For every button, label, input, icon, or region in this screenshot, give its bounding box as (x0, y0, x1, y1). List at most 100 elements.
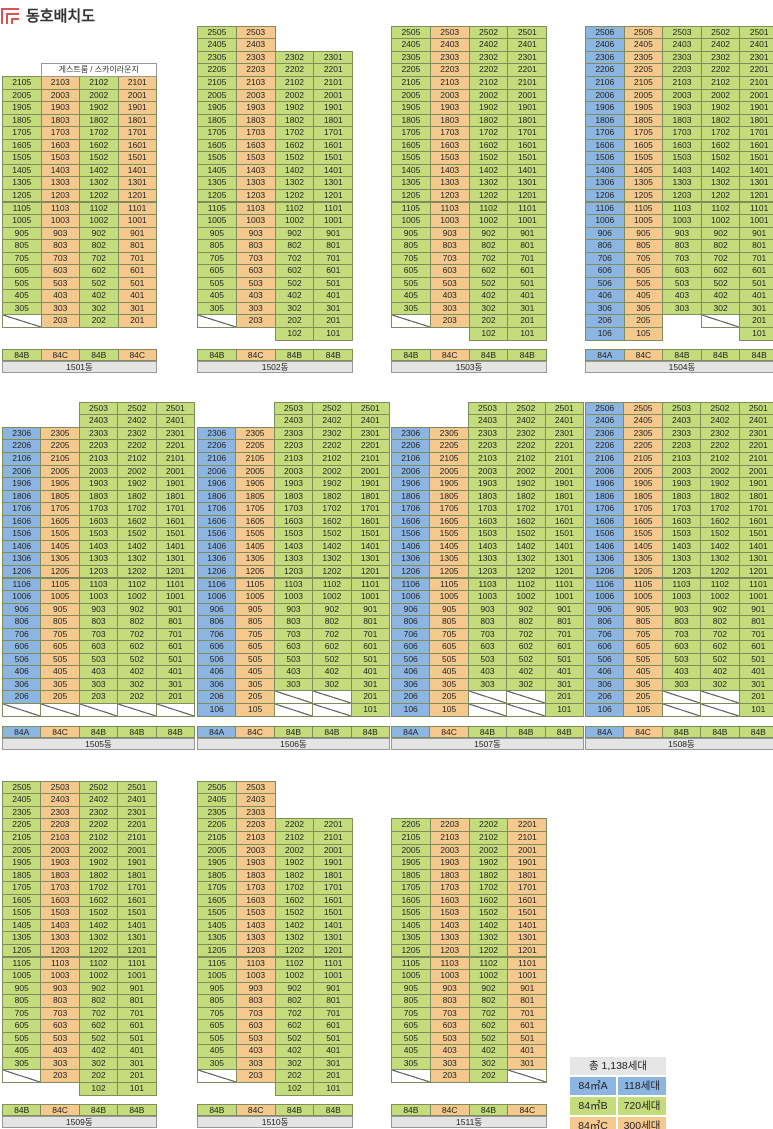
unit-cell: 401 (739, 289, 773, 303)
unit-cell: 101 (544, 703, 584, 717)
empty-unit (391, 1069, 431, 1083)
unit-cell: 1605 (429, 514, 469, 529)
unit-cell: 2303 (661, 426, 702, 441)
unit-cell: 201 (155, 690, 195, 704)
legend-type: 84㎡B (570, 1097, 616, 1115)
unit-cell: 2101 (313, 831, 354, 845)
unit-cell: 1601 (507, 893, 548, 908)
unit-type-label: 84C (40, 349, 80, 361)
unit-cell: 2501 (739, 25, 773, 40)
unit-cell: 1105 (429, 577, 469, 592)
unit-cell: 903 (429, 226, 470, 241)
unit-cell: 2003 (467, 464, 508, 479)
unit-cell: 201 (350, 690, 390, 704)
unit-cell: 506 (2, 652, 42, 667)
unit-cell: 402 (117, 665, 157, 679)
unit-cell: 901 (350, 602, 390, 617)
unit-cell: 203 (40, 314, 80, 328)
unit-cell: 701 (507, 251, 548, 266)
unit-cell: 1203 (273, 564, 314, 579)
unit-cell: 1002 (117, 590, 157, 604)
unit-cell: 305 (623, 677, 663, 692)
unit-cell: 1103 (429, 956, 470, 971)
unit-type-label: 84C (235, 349, 276, 361)
unit-cell: 805 (40, 615, 80, 629)
unit-cell: 202 (274, 1069, 315, 1083)
unit-cell: 1502 (468, 906, 509, 920)
unit-cell: 1703 (662, 126, 702, 140)
unit-cell: 1805 (391, 868, 431, 883)
unit-cell: 105 (429, 703, 469, 717)
unit-cell: 1101 (313, 201, 354, 216)
unit-cell: 2203 (429, 63, 470, 77)
unit-cell: 501 (738, 652, 773, 667)
unit-cell: 505 (235, 652, 275, 667)
unit-cell: 1602 (79, 138, 119, 153)
unit-cell: 2103 (662, 76, 702, 90)
unit-cell: 505 (197, 276, 237, 291)
unit-cell: 1406 (197, 539, 237, 554)
unit-cell: 502 (506, 652, 546, 667)
unit-cell: 802 (78, 994, 119, 1008)
unit-cell: 1603 (429, 893, 470, 908)
unit-cell: 1305 (429, 552, 469, 566)
unit-type-label: 84B (274, 1104, 315, 1116)
unit-cell: 1503 (273, 527, 314, 541)
unit-cell: 2206 (197, 439, 237, 453)
unit-cell: 2401 (350, 414, 390, 428)
unit-cell: 2203 (235, 63, 276, 77)
unit-cell: 2306 (585, 50, 625, 65)
unit-cell: 1605 (40, 514, 80, 529)
unit-cell: 603 (40, 1019, 80, 1033)
unit-cell: 806 (391, 615, 431, 629)
unit-cell: 901 (738, 602, 773, 617)
unit-cell: 2303 (235, 50, 276, 65)
building-name: 1511동 (391, 1116, 548, 1128)
unit-cell: 1303 (235, 176, 276, 190)
empty-unit (661, 703, 702, 717)
unit-cell: 902 (274, 226, 315, 241)
unit-type-label: 84C (429, 1104, 470, 1116)
unit-cell: 503 (40, 276, 80, 291)
unit-cell: 1705 (2, 881, 42, 895)
unit-cell: 2403 (235, 793, 276, 807)
unit-cell: 1002 (468, 214, 509, 228)
unit-cell: 405 (623, 289, 664, 303)
unit-cell: 406 (585, 289, 625, 303)
unit-cell: 102 (274, 327, 315, 341)
unit-cell: 2505 (2, 780, 42, 795)
unit-cell: 2103 (467, 452, 508, 466)
unit-cell: 306 (2, 677, 42, 692)
unit-cell: 602 (312, 640, 352, 654)
unit-cell: 1006 (391, 590, 431, 604)
unit-cell: 905 (197, 226, 237, 241)
empty-unit (507, 1069, 548, 1083)
unit-cell: 2005 (429, 464, 469, 479)
unit-cell: 1201 (738, 564, 773, 579)
unit-cell: 2205 (40, 439, 80, 453)
unit-cell: 1902 (78, 856, 119, 870)
unit-cell: 305 (235, 677, 275, 692)
unit-cell: 1403 (235, 918, 276, 933)
unit-cell: 1203 (467, 564, 508, 579)
unit-cell: 905 (391, 981, 431, 996)
unit-cell: 802 (117, 615, 157, 629)
unit-cell: 1103 (40, 201, 80, 216)
unit-cell: 1601 (739, 138, 773, 153)
unit-type-label: 84C (235, 1104, 276, 1116)
unit-cell: 505 (429, 652, 469, 667)
unit-cell: 2403 (662, 38, 702, 52)
unit-cell: 1505 (2, 906, 42, 920)
unit-cell: 1505 (235, 527, 275, 541)
unit-cell: 2103 (429, 76, 470, 90)
unit-cell: 1003 (40, 214, 80, 228)
unit-cell: 1303 (662, 176, 702, 190)
unit-cell: 1402 (274, 918, 315, 933)
unit-cell: 1305 (235, 552, 275, 566)
building-logo-icon (1, 8, 19, 24)
unit-cell: 2001 (507, 843, 548, 858)
unit-cell: 1903 (78, 477, 119, 491)
unit-cell: 1606 (585, 514, 625, 529)
unit-cell: 1301 (544, 552, 584, 566)
unit-cell: 1205 (623, 188, 664, 203)
